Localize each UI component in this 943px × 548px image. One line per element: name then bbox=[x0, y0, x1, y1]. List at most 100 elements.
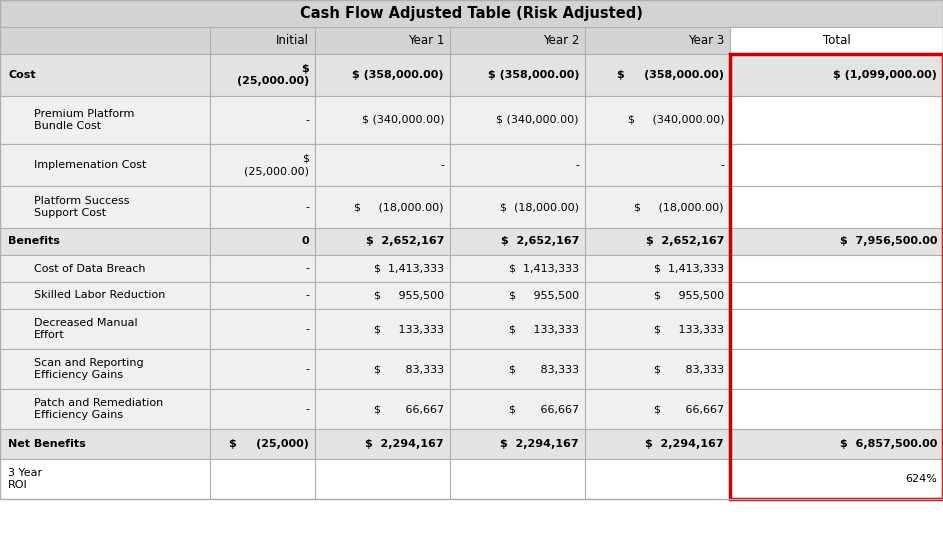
Text: $ (340,000.00): $ (340,000.00) bbox=[361, 115, 444, 125]
Bar bbox=[585, 54, 730, 96]
Bar bbox=[315, 96, 450, 144]
Bar bbox=[585, 228, 730, 255]
Text: -: - bbox=[305, 264, 309, 273]
Bar bbox=[210, 255, 315, 282]
Bar bbox=[210, 27, 315, 54]
Text: Cost of Data Breach: Cost of Data Breach bbox=[34, 264, 146, 273]
Bar bbox=[450, 309, 585, 349]
Text: -: - bbox=[720, 160, 724, 170]
Bar bbox=[210, 282, 315, 309]
Text: -: - bbox=[305, 290, 309, 300]
Bar bbox=[0, 96, 210, 144]
Text: $
(25,000.00): $ (25,000.00) bbox=[244, 154, 309, 176]
Bar bbox=[585, 282, 730, 309]
Bar bbox=[210, 186, 315, 228]
Text: $     (18,000.00): $ (18,000.00) bbox=[635, 202, 724, 212]
Bar bbox=[730, 54, 943, 499]
Bar bbox=[315, 429, 450, 459]
Text: $     (18,000.00): $ (18,000.00) bbox=[355, 202, 444, 212]
Bar bbox=[450, 96, 585, 144]
Text: $     133,333: $ 133,333 bbox=[654, 324, 724, 334]
Text: $     955,500: $ 955,500 bbox=[373, 290, 444, 300]
Text: -: - bbox=[440, 160, 444, 170]
Bar bbox=[450, 27, 585, 54]
Text: $     133,333: $ 133,333 bbox=[374, 324, 444, 334]
Bar bbox=[210, 54, 315, 96]
Bar bbox=[0, 0, 943, 27]
Bar bbox=[0, 309, 210, 349]
Text: $  (18,000.00): $ (18,000.00) bbox=[500, 202, 579, 212]
Text: -: - bbox=[305, 202, 309, 212]
Bar bbox=[0, 144, 210, 186]
Bar bbox=[730, 349, 943, 389]
Text: $  2,294,167: $ 2,294,167 bbox=[501, 439, 579, 449]
Text: $  1,413,333: $ 1,413,333 bbox=[373, 264, 444, 273]
Text: $       66,667: $ 66,667 bbox=[373, 404, 444, 414]
Text: $     (340,000.00): $ (340,000.00) bbox=[627, 115, 724, 125]
Bar bbox=[210, 309, 315, 349]
Bar bbox=[585, 309, 730, 349]
Bar bbox=[450, 144, 585, 186]
Bar bbox=[585, 349, 730, 389]
Text: $ (358,000.00): $ (358,000.00) bbox=[353, 70, 444, 80]
Text: Scan and Reporting
Efficiency Gains: Scan and Reporting Efficiency Gains bbox=[34, 358, 144, 380]
Bar bbox=[585, 389, 730, 429]
Text: Premium Platform
Bundle Cost: Premium Platform Bundle Cost bbox=[34, 109, 135, 131]
Bar bbox=[730, 389, 943, 429]
Bar bbox=[315, 349, 450, 389]
Text: 624%: 624% bbox=[905, 474, 937, 484]
Bar bbox=[450, 429, 585, 459]
Text: $  1,413,333: $ 1,413,333 bbox=[653, 264, 724, 273]
Text: 0: 0 bbox=[302, 237, 309, 247]
Text: $ (358,000.00): $ (358,000.00) bbox=[488, 70, 579, 80]
Text: Year 3: Year 3 bbox=[687, 34, 724, 47]
Text: $       66,667: $ 66,667 bbox=[509, 404, 579, 414]
Bar bbox=[585, 144, 730, 186]
Text: $     955,500: $ 955,500 bbox=[653, 290, 724, 300]
Bar bbox=[450, 228, 585, 255]
Bar bbox=[730, 228, 943, 255]
Text: $     (358,000.00): $ (358,000.00) bbox=[617, 70, 724, 80]
Bar bbox=[585, 186, 730, 228]
Text: $  7,956,500.00: $ 7,956,500.00 bbox=[839, 237, 937, 247]
Bar bbox=[450, 349, 585, 389]
Text: Year 1: Year 1 bbox=[407, 34, 444, 47]
Bar bbox=[0, 54, 210, 96]
Text: Skilled Labor Reduction: Skilled Labor Reduction bbox=[34, 290, 166, 300]
Text: -: - bbox=[575, 160, 579, 170]
Bar bbox=[315, 459, 450, 499]
Bar bbox=[315, 255, 450, 282]
Bar bbox=[450, 186, 585, 228]
Bar bbox=[585, 27, 730, 54]
Text: $  1,413,333: $ 1,413,333 bbox=[509, 264, 579, 273]
Bar bbox=[210, 459, 315, 499]
Text: Patch and Remediation
Efficiency Gains: Patch and Remediation Efficiency Gains bbox=[34, 398, 163, 420]
Bar bbox=[0, 429, 210, 459]
Bar bbox=[210, 429, 315, 459]
Bar bbox=[585, 96, 730, 144]
Bar bbox=[0, 228, 210, 255]
Bar bbox=[730, 429, 943, 459]
Bar bbox=[450, 282, 585, 309]
Text: $     133,333: $ 133,333 bbox=[509, 324, 579, 334]
Bar bbox=[450, 459, 585, 499]
Bar bbox=[0, 282, 210, 309]
Text: Cost: Cost bbox=[8, 70, 36, 80]
Text: $  2,294,167: $ 2,294,167 bbox=[365, 439, 444, 449]
Bar bbox=[315, 309, 450, 349]
Text: $
(25,000.00): $ (25,000.00) bbox=[237, 64, 309, 86]
Text: $       83,333: $ 83,333 bbox=[653, 364, 724, 374]
Text: Benefits: Benefits bbox=[8, 237, 60, 247]
Text: -: - bbox=[305, 404, 309, 414]
Bar bbox=[210, 389, 315, 429]
Text: Year 2: Year 2 bbox=[542, 34, 579, 47]
Text: Cash Flow Adjusted Table (Risk Adjusted): Cash Flow Adjusted Table (Risk Adjusted) bbox=[300, 6, 643, 21]
Bar bbox=[730, 282, 943, 309]
Text: -: - bbox=[305, 324, 309, 334]
Bar bbox=[0, 459, 210, 499]
Text: Decreased Manual
Effort: Decreased Manual Effort bbox=[34, 318, 138, 340]
Text: $       83,333: $ 83,333 bbox=[509, 364, 579, 374]
Bar bbox=[0, 255, 210, 282]
Text: $       66,667: $ 66,667 bbox=[653, 404, 724, 414]
Bar bbox=[0, 186, 210, 228]
